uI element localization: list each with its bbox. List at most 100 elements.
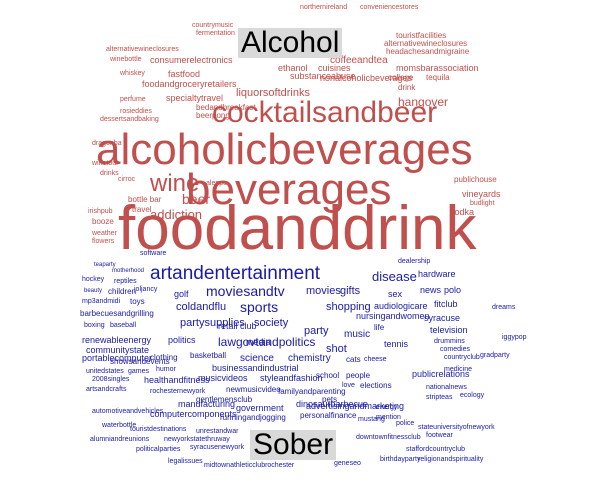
word: government [236,403,284,413]
word: tequila [426,73,450,82]
word: fermentation [196,30,235,37]
word: fastfood [168,69,201,79]
word: alumniandreunions [90,436,150,443]
word: winebottle [110,56,142,63]
word: footwear [426,432,453,439]
word: polo [444,285,462,295]
word: foodandgroceryretailers [142,79,237,89]
word: alcoholicbeverages [96,125,473,174]
word: styleandfashion [260,373,323,383]
word: shopping [326,301,371,313]
word: geneseo [334,460,361,467]
word: familyandparenting [278,387,346,396]
word: winetour [92,160,119,167]
word: rosieddies [120,108,152,115]
word: vodka [450,207,475,217]
word: dragonba [92,140,122,147]
word: artandentertainment [150,263,321,284]
word: clothing [150,353,178,362]
word: artsandcrafts [86,386,127,393]
word: mp3andmidi [82,298,121,305]
word: software [140,250,167,257]
word: momsbarassociation [396,63,479,73]
word: beer [182,191,211,207]
word: ecology [460,392,485,399]
word: syracuse [424,313,461,323]
word: drink [398,83,416,92]
word: politicalparties [136,446,181,453]
word: golf [174,289,189,299]
word: medicine [444,366,473,373]
word: headachesandmigraine [386,47,470,56]
word: rochesternewyork [150,388,206,395]
word: whiskey [120,70,145,77]
word: unrestandwar [196,428,239,435]
word: unitedstates [86,368,124,375]
word: publichouse [454,175,497,184]
word: downtownfitnessclub [356,434,421,441]
word: nationalnews [426,384,467,391]
word: staffordcountryclub [406,446,466,453]
word: flowers [92,238,115,245]
word: sex [388,289,403,299]
word: gifts [340,285,361,297]
word: disease [372,269,417,284]
word: communitystate [86,345,150,355]
word: baseball [110,322,137,329]
word: touristfacilities [396,31,447,40]
alcohol-label: Alcohol [238,28,343,58]
word: media [246,337,271,347]
word: religionandspirituality [418,456,484,463]
word: legalissues [168,458,203,465]
word: school [316,371,340,380]
word: newyorkstatethruway [164,436,230,443]
word: musicvideos [198,373,248,383]
word: hangover [398,95,449,109]
word: motherhood [112,268,145,274]
word: cats [346,355,361,364]
word: boxing [84,322,105,329]
word: ethanol [278,63,308,73]
word: life [374,323,385,332]
word: hardware [418,269,456,279]
word: love [342,382,355,389]
word: beauty [84,288,103,294]
word: chemistry [288,353,331,364]
word: music [344,329,371,340]
word: countryclub [444,354,480,361]
word: touristdestinations [130,426,187,433]
word: pets [322,395,338,404]
word: personalfinance [300,411,357,420]
word: society [254,317,289,329]
word: movies [306,285,341,297]
word: advertisingandmarketing [306,401,405,411]
word: computercomponents [150,409,237,419]
word: mustang [358,416,385,423]
word: mention [376,414,401,421]
word: healthandfitness [144,375,210,385]
word: retail club [218,321,257,331]
word: cheese [364,356,387,363]
word: syracusenewyork [190,444,245,451]
word: people [346,371,371,380]
word: northernireland [300,4,348,11]
word: cuisines [318,63,351,73]
word: teaparty [94,262,116,268]
word: stripteas [426,394,453,401]
word: portablecomputer [82,353,153,363]
word: irishpub [88,208,113,215]
word: budlight [470,200,495,207]
word: television [430,325,468,335]
word: party [304,325,329,337]
word: stateuniversityofnewyork [418,424,495,431]
word: nursingandwomen [356,311,430,321]
word: automotiveandvehicles [92,408,164,415]
sober-label: Sober [250,430,337,460]
word: joljancy [134,286,158,293]
word: politics [168,335,196,345]
word: weather [92,230,117,237]
word: toys [130,297,145,306]
word: coffeeandtea [330,55,388,66]
word: dessertsandbaking [100,116,159,123]
word: sports [240,299,279,315]
